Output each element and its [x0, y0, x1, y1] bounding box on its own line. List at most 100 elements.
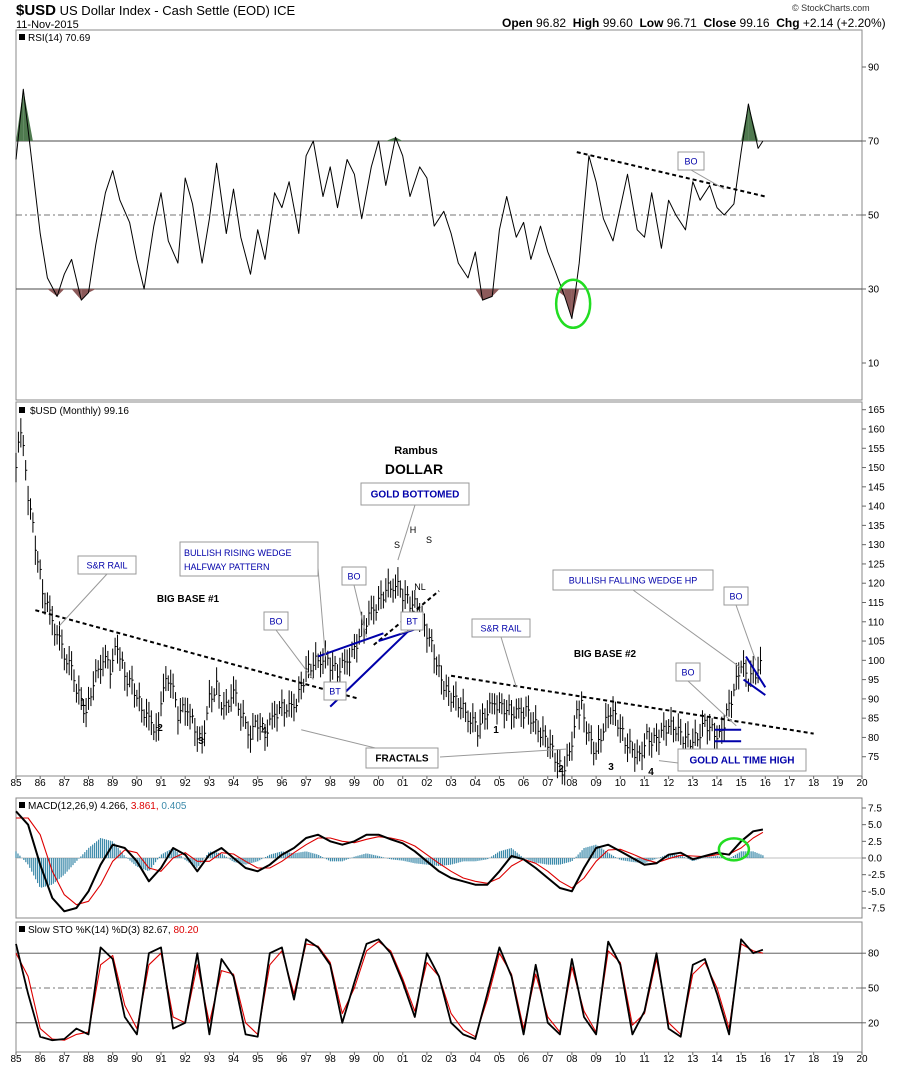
x-tick-label: 92: [180, 1054, 192, 1065]
y-tick-label: 120: [868, 579, 885, 590]
rsi-oversold-area: [564, 289, 572, 319]
annotation-title-big: DOLLAR: [385, 461, 443, 477]
rsi-bo-label-box: [677, 151, 705, 171]
big-base-1-label: BIG BASE #1: [157, 594, 220, 605]
x-tick-label: 20: [856, 778, 868, 789]
rsi-oversold-area: [482, 289, 493, 301]
legend-marker: [19, 407, 25, 413]
gold-ath-label-box: [677, 748, 807, 772]
rising-wedge-box: [179, 541, 319, 577]
bt-label-1-box: [323, 681, 347, 701]
macd-signal-line: [16, 817, 764, 906]
y-tick-label: 160: [868, 424, 885, 435]
x-tick-label: 96: [276, 1054, 288, 1065]
x-tick-label: 12: [663, 778, 675, 789]
price-frame: [15, 401, 863, 777]
rsi-bo-label-pointer: [690, 169, 725, 190]
x-tick-label: 86: [35, 1054, 47, 1065]
gold-bottomed-label-pointer: [397, 504, 416, 561]
shoulder-label-left: S: [394, 540, 400, 550]
y-tick-label: 115: [868, 598, 884, 609]
falling-wedge-upper: [745, 655, 767, 688]
rising-wedge-pointer: [317, 567, 326, 657]
low-label: Low: [639, 16, 664, 30]
bo-label-4-box: [675, 662, 701, 682]
y-tick-label: 165: [868, 405, 885, 416]
x-tick-label: 86: [35, 778, 47, 789]
bo-label-2-pointer: [353, 584, 367, 638]
x-tick-label: 90: [131, 1054, 143, 1065]
x-tick-label: 09: [591, 778, 603, 789]
bo-label-1-box: [263, 611, 289, 631]
x-tick-label: 10: [615, 1054, 627, 1065]
x-tick-label: 88: [83, 778, 95, 789]
rsi-panel: 10 30 50 70 90 RSI(14) 70.69 BO: [15, 29, 880, 401]
x-tick-label: 11: [639, 1054, 650, 1065]
x-tick-label: 92: [180, 778, 192, 789]
brand-logo: © StockCharts.com: [792, 3, 870, 13]
x-tick-label: 93: [204, 778, 216, 789]
y-tick-label: 70: [868, 137, 880, 148]
exchange: ICE: [273, 3, 296, 18]
bo-label-2: BO: [347, 572, 360, 582]
x-tick-label: 87: [59, 1054, 71, 1065]
y-tick-label: 85: [868, 714, 880, 725]
x-tick-label: 08: [566, 778, 578, 789]
x-tick-label: 00: [373, 1054, 385, 1065]
x-tick-label: 16: [760, 1054, 772, 1065]
x-tick-label: 15: [736, 1054, 748, 1065]
y-tick-label: 125: [868, 559, 885, 570]
x-tick-label: 13: [687, 778, 699, 789]
x-tick-label: 02: [421, 778, 433, 789]
x-tick-label: 98: [325, 778, 337, 789]
falling-wedge-label: BULLISH FALLING WEDGE HP: [569, 576, 698, 586]
high-label: High: [572, 16, 600, 30]
y-tick-label: 135: [868, 521, 885, 532]
rising-wedge-upper: [317, 632, 384, 658]
y-tick-label: 155: [868, 444, 885, 455]
fractal-number: 3: [608, 762, 614, 773]
x-tick-label: 14: [711, 1054, 723, 1065]
y-tick-label: 50: [868, 211, 880, 222]
rsi-overbought-area: [385, 137, 396, 141]
bt-label-2-pointer: [400, 629, 413, 634]
bt-label-1: BT: [329, 687, 341, 697]
bo-label-1: BO: [269, 617, 282, 627]
x-tick-label: 14: [711, 778, 723, 789]
x-tick-label: 87: [59, 778, 71, 789]
price-legend: $USD (Monthly) 99.16: [30, 406, 129, 417]
rsi-overbought-area: [741, 104, 749, 141]
rsi-legend: RSI(14) 70.69: [28, 33, 91, 44]
rsi-overbought-area: [23, 89, 33, 141]
x-tick-label: 03: [446, 778, 458, 789]
x-tick-label: 18: [808, 778, 820, 789]
y-tick-label: 150: [868, 463, 885, 474]
sr-rail-label-1-pointer: [59, 573, 108, 626]
price-panel: 7580859095100105110115120125130135140145…: [15, 401, 885, 786]
y-tick-label: 130: [868, 540, 885, 551]
legend-marker: [19, 802, 25, 808]
index-name: US Dollar Index - Cash Settle (EOD): [59, 3, 270, 18]
open-label: Open: [502, 16, 533, 30]
high-value: 99.60: [602, 16, 633, 30]
y-tick-label: 20: [868, 1018, 880, 1029]
head-label: H: [410, 525, 417, 535]
chart-title: $USD US Dollar Index - Cash Settle (EOD)…: [16, 2, 295, 19]
x-tick-label: 05: [494, 1054, 506, 1065]
fractal-number: 1: [493, 725, 499, 736]
gold-bottomed-label-box: [360, 482, 470, 506]
rsi-oversold-area: [571, 289, 580, 319]
x-tick-label: 03: [446, 1054, 458, 1065]
bt-label-2: BT: [406, 617, 418, 627]
x-tick-label: 07: [542, 778, 554, 789]
y-tick-label: -2.5: [868, 870, 886, 881]
bo-label-3-pointer: [735, 604, 757, 661]
sr-rail-label-1: S&R RAIL: [86, 561, 127, 571]
y-tick-label: 75: [868, 752, 880, 763]
chg-value: +2.14 (+2.20%): [802, 16, 886, 30]
x-tick-label: 91: [155, 778, 167, 789]
y-tick-label: 100: [868, 656, 885, 667]
x-tick-label: 01: [397, 1054, 409, 1065]
chart-date: 11-Nov-2015: [16, 19, 79, 31]
rsi-overbought-area: [395, 137, 403, 141]
